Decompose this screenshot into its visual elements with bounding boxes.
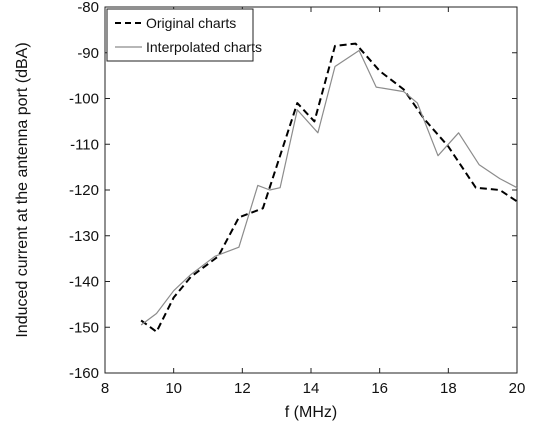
series-line-original — [140, 42, 518, 333]
legend-box — [106, 8, 254, 62]
series-layer — [140, 42, 518, 333]
x-tick-label: 14 — [303, 380, 320, 397]
y-axis: -160 -150 -140 -130 -120 -110 -100 -90 -80 — [69, 0, 517, 382]
y-tick-label: -90 — [77, 45, 99, 62]
y-tick-label: -160 — [69, 365, 99, 382]
x-axis: 8 10 12 14 16 18 20 — [101, 7, 526, 397]
y-tick-label: -100 — [69, 91, 99, 108]
series-line-interpolated — [140, 49, 518, 326]
y-tick-label: -130 — [69, 228, 99, 245]
x-tick-label: 10 — [165, 380, 182, 397]
y-tick-label: -120 — [69, 182, 99, 199]
legend: Original charts Interpolated charts — [106, 8, 262, 62]
x-tick-label: 20 — [509, 380, 526, 397]
y-tick-label: -150 — [69, 319, 99, 336]
x-tick-label: 18 — [440, 380, 457, 397]
legend-label-original: Original charts — [146, 15, 236, 31]
y-tick-label: -140 — [69, 274, 99, 291]
y-tick-label: -80 — [77, 0, 99, 16]
x-tick-label: 16 — [371, 380, 388, 397]
y-axis-label: Induced current at the antenna port (dBA… — [14, 42, 31, 337]
x-axis-label: f (MHz) — [285, 404, 337, 421]
y-tick-label: -110 — [70, 136, 99, 153]
plot-area — [104, 6, 518, 374]
x-tick-label: 12 — [234, 380, 251, 397]
legend-label-interpolated: Interpolated charts — [146, 39, 262, 55]
x-tick-label: 8 — [101, 380, 109, 397]
